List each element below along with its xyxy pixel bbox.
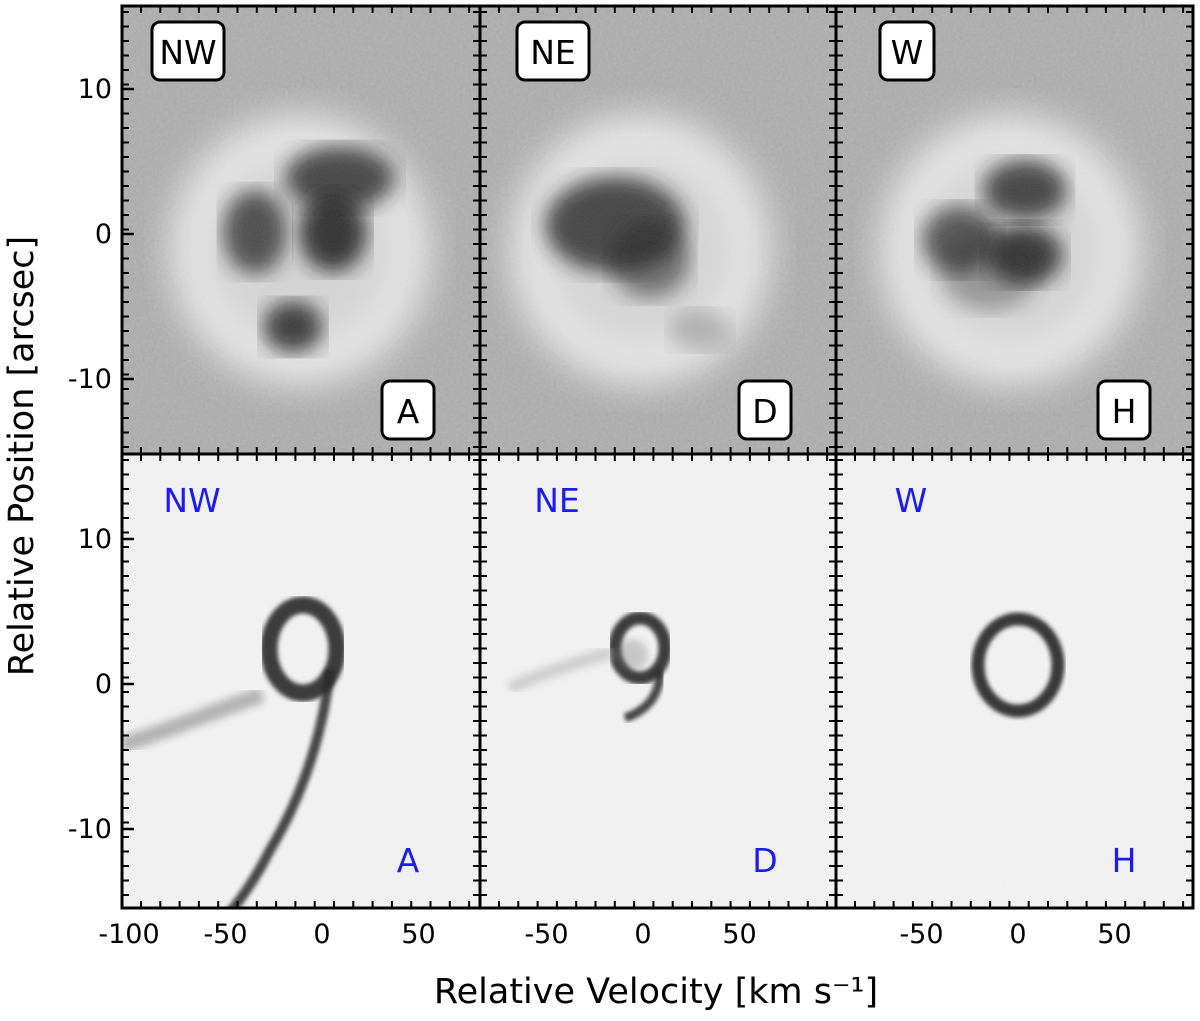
corner-label-bottom: W: [895, 481, 928, 520]
x-tick-label: 50: [722, 919, 756, 950]
x-tick-label: -50: [524, 919, 568, 950]
y-axis-title: Relative Position [arcsec]: [2, 236, 42, 676]
corner-label-box: [878, 20, 936, 82]
panel-letter-top: H: [1112, 392, 1137, 431]
panel-top-1: [122, 6, 480, 454]
ticks-layer: 10 10 0 0 -10 -10 -100 -50 0 50 -50 0 50 -50 0 50 NW A NE D…: [68, 6, 1193, 950]
corner-label-top: NW: [159, 33, 216, 72]
x-tick-label: 50: [1097, 919, 1131, 950]
corner-label-box: [150, 20, 226, 82]
panel-bottom-2: [480, 454, 836, 908]
panel-bottom-3: [836, 454, 1193, 908]
x-tick-label: 50: [401, 919, 435, 950]
y-tick-label-top: 10: [78, 74, 112, 105]
y-tick-label-top: 0: [95, 219, 112, 250]
corner-label-box: [515, 20, 591, 82]
y-tick-label-bottom: -10: [68, 814, 112, 845]
panel-letter-box: [380, 379, 436, 441]
panels-layer: [120, 4, 1195, 910]
x-tick-label: 0: [1009, 919, 1026, 950]
panel-frame: [834, 452, 1195, 910]
y-tick-label-top: -10: [68, 364, 112, 395]
corner-label-top: W: [891, 33, 924, 72]
corner-label-top: NE: [530, 33, 576, 72]
corner-label-bottom: NW: [163, 481, 220, 520]
panel-letter-box: [737, 379, 793, 441]
panel-letter-bottom: A: [397, 841, 420, 880]
panel-letter-bottom: D: [752, 841, 777, 880]
panel-letter-bottom: H: [1112, 841, 1137, 880]
x-tick-label: 0: [313, 919, 330, 950]
panel-letter-top: A: [397, 392, 420, 431]
x-axis-title: Relative Velocity [km s⁻¹]: [434, 972, 878, 1012]
panel-bottom-1: [122, 454, 480, 908]
panel-letter-top: D: [752, 392, 777, 431]
panel-letter-box: [1096, 379, 1152, 441]
corner-label-bottom: NE: [534, 481, 580, 520]
x-tick-label: -50: [203, 919, 247, 950]
x-tick-label: -50: [899, 919, 943, 950]
x-tick-label: 0: [634, 919, 651, 950]
x-tick-label: -100: [98, 919, 159, 950]
y-tick-label-bottom: 0: [95, 669, 112, 700]
y-tick-label-bottom: 10: [78, 524, 112, 555]
